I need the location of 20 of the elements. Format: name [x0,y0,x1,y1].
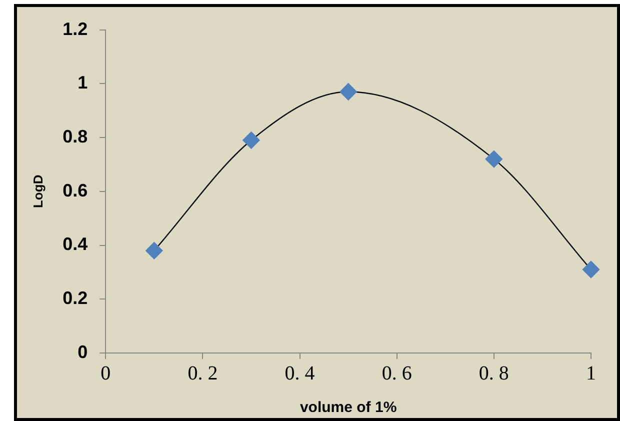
point [242,132,260,149]
y-tick-label: 0.2 [62,288,88,308]
y-tick-label: 0 [78,342,88,362]
y-tick-label: 1.2 [62,18,88,39]
x-tick-label: 0. 8 [478,362,509,384]
point [485,150,503,168]
x-tick-label: 1 [586,362,596,384]
point [340,83,357,100]
y-tick-label: 1 [78,72,88,93]
point [146,242,163,260]
y-tick-label: 0.8 [62,126,88,146]
y-tick-label: 0.4 [62,234,88,254]
x-tick-label: 0. 4 [284,362,315,384]
x-tick-label: 0. 6 [382,362,412,384]
x-tick-label: 0 [100,362,111,384]
x-axis-title: volume of 1% [300,399,397,416]
point [582,260,600,278]
x-tick-label: 0. 2 [188,362,218,384]
y-tick-label: 0.6 [62,180,88,200]
y-axis-title: LogD [30,174,46,208]
